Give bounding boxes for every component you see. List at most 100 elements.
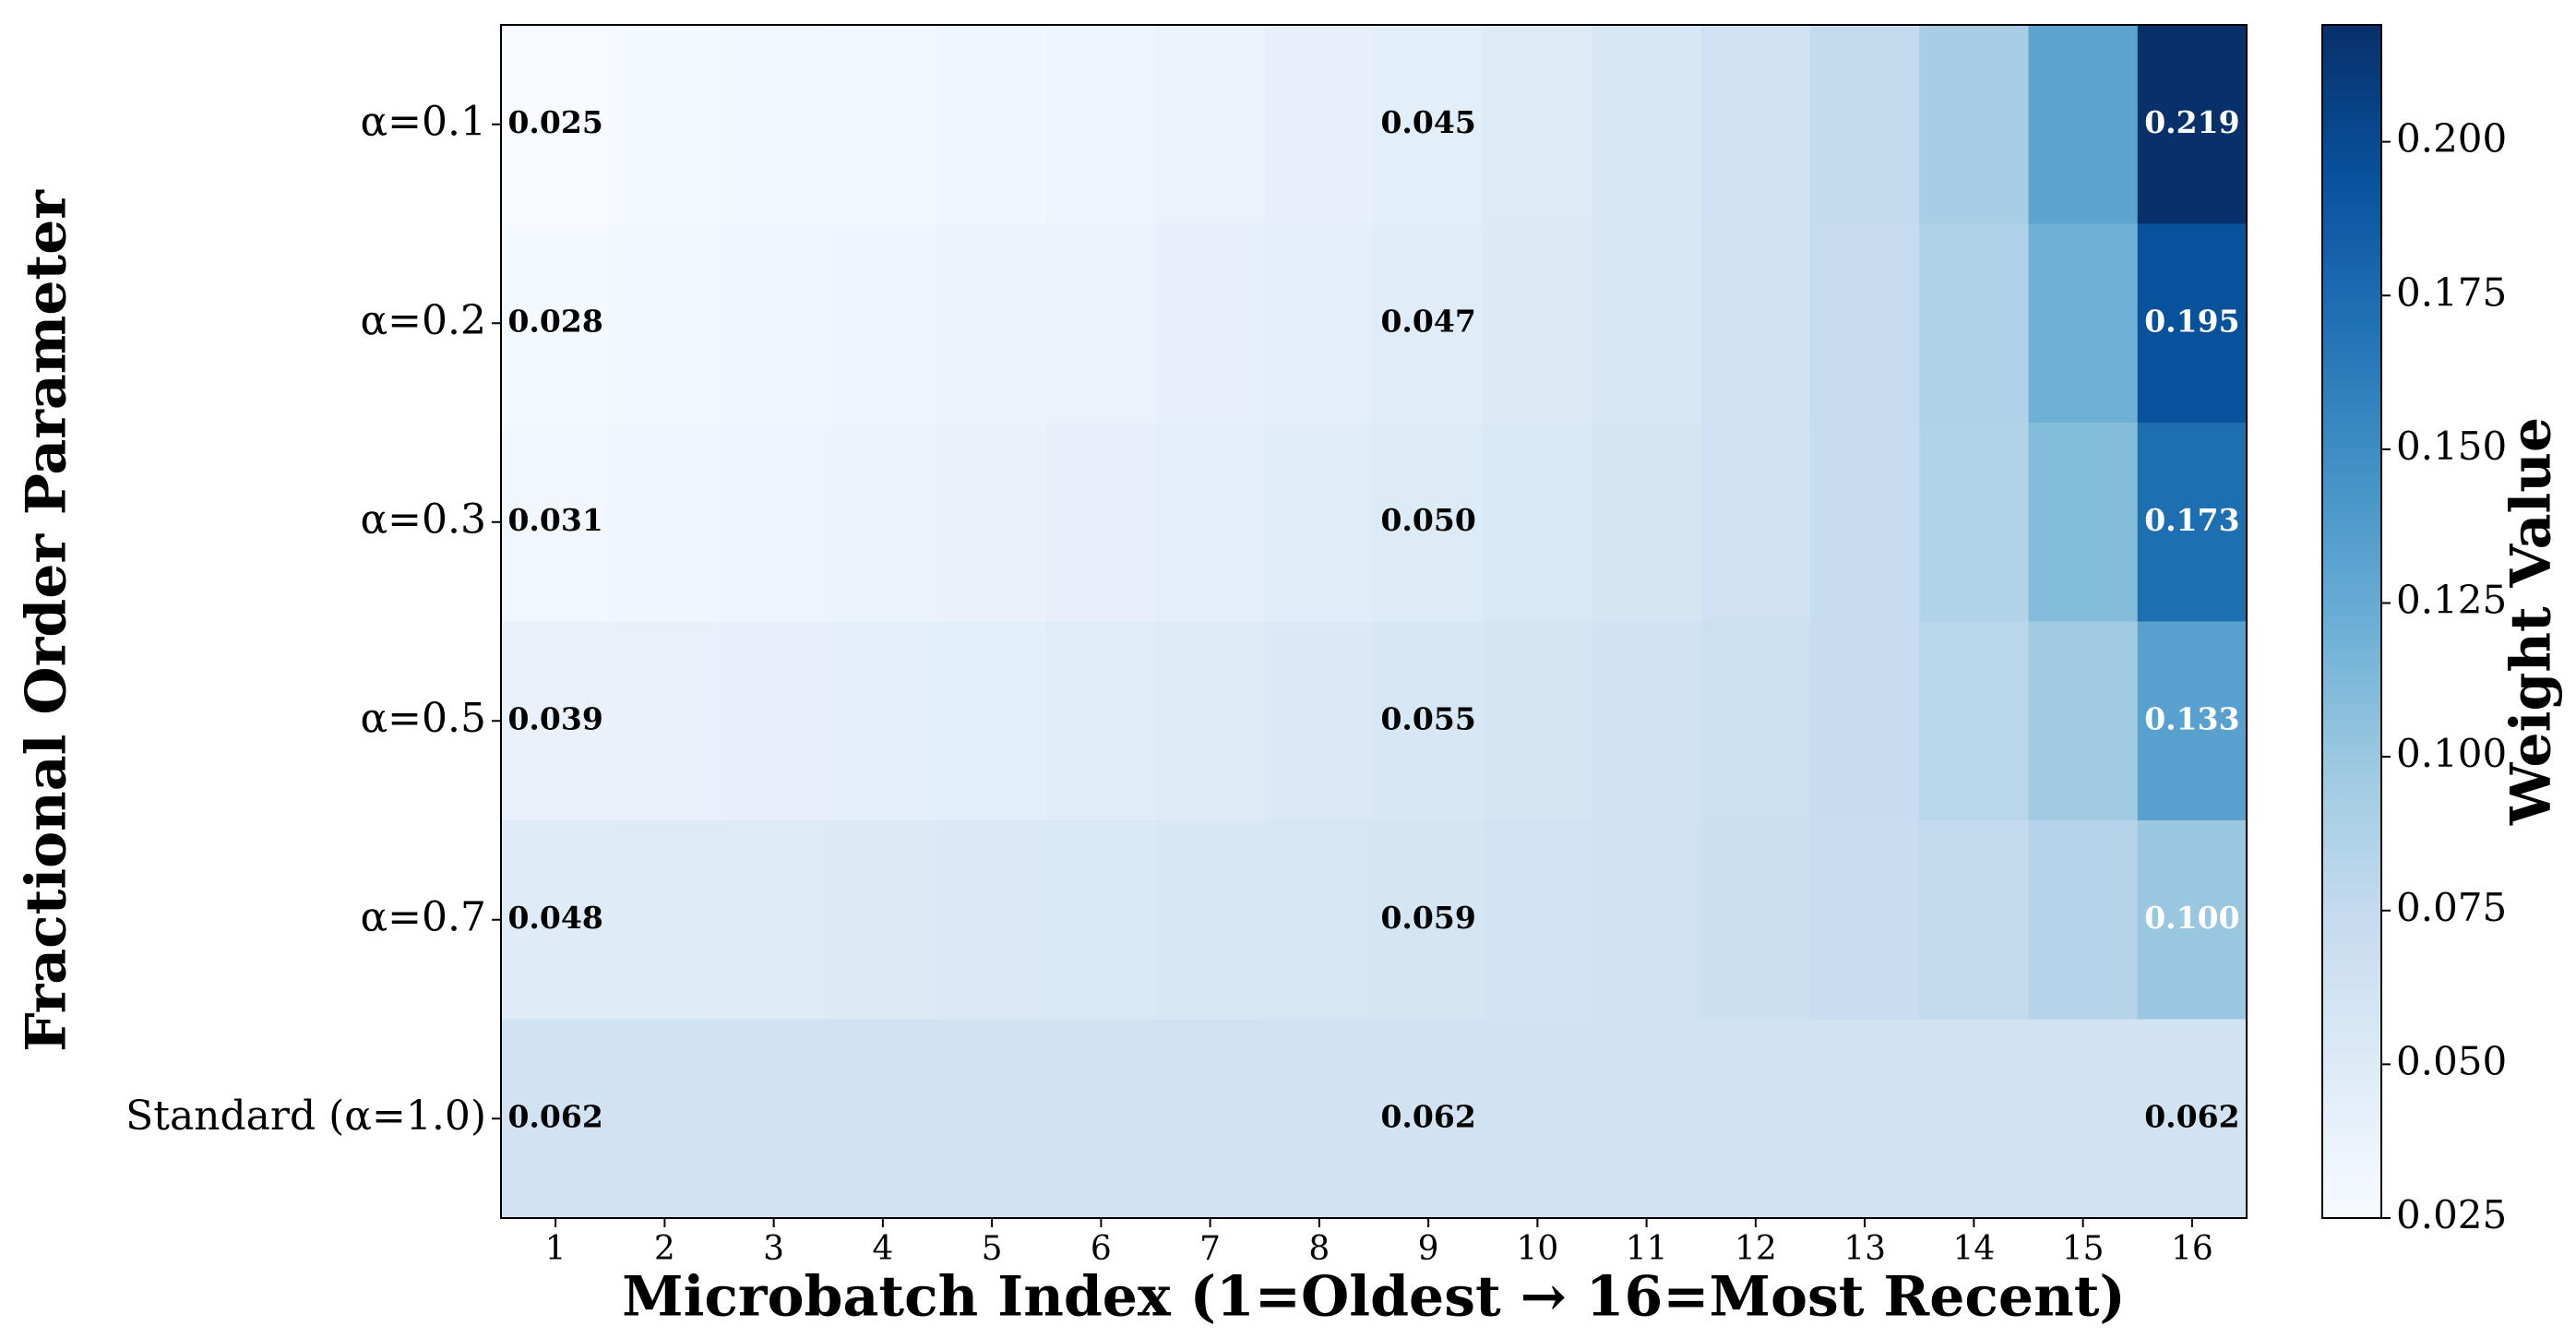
heatmap-cell — [1919, 820, 2029, 1020]
x-tick-label: 2 — [654, 1230, 675, 1268]
heatmap-cell — [1374, 1019, 1484, 1219]
heatmap-cell — [1046, 223, 1156, 424]
cell-label: 0.028 — [507, 303, 602, 339]
heatmap-cell — [1483, 223, 1592, 424]
heatmap-cell — [610, 223, 720, 424]
x-tick-label: 9 — [1418, 1230, 1439, 1268]
x-tick-label: 12 — [1735, 1230, 1777, 1268]
heatmap-cell — [2028, 621, 2139, 821]
heatmap-cell — [610, 621, 720, 821]
x-tick-label: 13 — [1843, 1230, 1886, 1268]
heatmap-cell — [1483, 25, 1592, 224]
heatmap-cell — [828, 1019, 938, 1219]
heatmap-cell — [1374, 820, 1484, 1020]
heatmap-cell — [828, 423, 938, 622]
heatmap-cell — [1700, 25, 1811, 224]
heatmap-cell — [937, 223, 1047, 424]
heatmap-cell — [610, 423, 720, 622]
heatmap-cell — [2137, 621, 2248, 821]
heatmap-cell — [1810, 1019, 1920, 1219]
y-tick-label: α=0.1 — [360, 98, 486, 145]
x-tick-label: 8 — [1308, 1230, 1330, 1268]
heatmap-cell — [1264, 423, 1375, 622]
cell-label: 0.055 — [1380, 700, 1475, 736]
cell-label: 0.062 — [1380, 1098, 1475, 1134]
heatmap-cell — [2028, 223, 2139, 424]
heatmap-cell — [1483, 621, 1592, 821]
heatmap-cell — [1155, 820, 1266, 1020]
x-axis-title: Microbatch Index (1=Oldest → 16=Most Rec… — [622, 1265, 2126, 1330]
heatmap-cell — [1483, 820, 1592, 1020]
cell-label: 0.045 — [1380, 104, 1475, 140]
heatmap-cell — [1155, 423, 1266, 622]
heatmap-cell — [1264, 1019, 1375, 1219]
heatmap-cell — [1810, 423, 1920, 622]
heatmap-cell — [501, 423, 611, 622]
heatmap-cell — [610, 25, 720, 224]
heatmap-cell — [828, 25, 938, 224]
heatmap-cell — [2028, 25, 2139, 224]
x-tick-label: 6 — [1091, 1230, 1112, 1268]
heatmap-cell — [719, 423, 829, 622]
colorbar — [2321, 24, 2382, 1219]
heatmap-cell — [1264, 820, 1375, 1020]
heatmap-cell — [1046, 25, 1156, 224]
cell-label: 0.062 — [507, 1098, 602, 1134]
heatmap-cell — [1592, 820, 1702, 1020]
cell-label: 0.062 — [2144, 1098, 2239, 1134]
heatmap-cell — [1155, 1019, 1266, 1219]
heatmap-cell — [1700, 1019, 1811, 1219]
y-tick-label: α=0.7 — [360, 893, 486, 940]
heatmap-cell — [1483, 1019, 1592, 1219]
heatmap-cell — [501, 820, 611, 1020]
colorbar-tick-label: 0.150 — [2396, 424, 2507, 469]
heatmap-cell — [1046, 621, 1156, 821]
x-tick-label: 1 — [545, 1230, 566, 1268]
heatmap-cell — [1374, 423, 1484, 622]
heatmap-cell — [2028, 820, 2139, 1020]
heatmap-cell — [2137, 223, 2248, 424]
y-axis-title: Fractional Order Parameter — [15, 189, 79, 1052]
heatmap-cell — [719, 223, 829, 424]
colorbar-tick-label: 0.075 — [2396, 885, 2507, 930]
heatmap-cell — [2028, 1019, 2139, 1219]
heatmap-cell — [828, 223, 938, 424]
heatmap-cell — [719, 1019, 829, 1219]
heatmap-cell — [1264, 25, 1375, 224]
cell-label: 0.048 — [507, 900, 602, 936]
cell-label: 0.031 — [507, 502, 602, 538]
colorbar-title: Weight Value — [2499, 417, 2564, 826]
heatmap-cell — [1810, 223, 1920, 424]
heatmap-cell — [2137, 1019, 2248, 1219]
heatmap-cell — [2137, 423, 2248, 622]
heatmap-cell — [1592, 25, 1702, 224]
heatmap-cell — [1919, 621, 2029, 821]
heatmap-cell — [501, 25, 611, 224]
heatmap-cell — [1046, 423, 1156, 622]
cell-label: 0.050 — [1380, 502, 1475, 538]
colorbar-tick-label: 0.050 — [2396, 1038, 2507, 1083]
heatmap-cell — [1155, 25, 1266, 224]
heatmap-cell — [937, 621, 1047, 821]
heatmap-cell — [1374, 25, 1484, 224]
heatmap-cell — [937, 1019, 1047, 1219]
y-tick-label: α=0.3 — [360, 496, 486, 543]
heatmap-cell — [501, 1019, 611, 1219]
x-tick-label: 14 — [1952, 1230, 1995, 1268]
cell-label: 0.039 — [507, 700, 602, 736]
x-tick-label: 7 — [1199, 1230, 1221, 1268]
cell-label: 0.059 — [1380, 900, 1475, 936]
x-tick-label: 16 — [2171, 1230, 2213, 1268]
colorbar-tick-label: 0.125 — [2396, 578, 2507, 623]
heatmap-cell — [1592, 223, 1702, 424]
plot-frame — [500, 24, 2248, 1219]
heatmap-cell — [937, 423, 1047, 622]
x-tick-label: 10 — [1516, 1230, 1558, 1268]
heatmap-cell — [501, 223, 611, 424]
x-tick-label: 4 — [872, 1230, 893, 1268]
heatmap-cell — [1919, 223, 2029, 424]
heatmap-cell — [1374, 621, 1484, 821]
heatmap-cell — [719, 621, 829, 821]
heatmap-cell — [937, 25, 1047, 224]
